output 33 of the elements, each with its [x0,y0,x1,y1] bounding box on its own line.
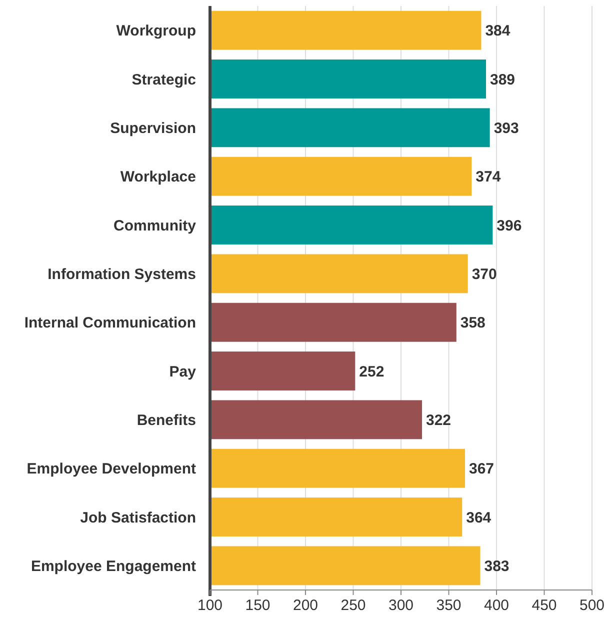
data-label: 322 [426,412,452,429]
x-tick-label: 300 [388,597,414,614]
x-tick-label: 500 [579,597,605,614]
data-label: 252 [359,363,384,380]
data-label: 364 [466,509,492,526]
data-label: 384 [485,22,511,40]
data-label: 358 [460,314,486,332]
y-tick-label: Employee Development [26,460,196,478]
x-tick-label: 150 [245,597,270,614]
y-tick-label: Workplace [120,168,196,186]
x-tick-label: 350 [436,597,462,614]
data-label: 393 [494,120,519,137]
x-tick-label: 400 [484,597,510,614]
y-tick-label: Information Systems [48,266,196,283]
y-tick-label: Strategic [132,71,196,88]
y-tick-label: Community [114,217,197,234]
data-label: 374 [476,168,502,186]
y-tick-label: Employee Engagement [30,558,196,575]
y-tick-label: Internal Communication [24,314,196,332]
data-label: 383 [484,558,510,575]
y-tick-label: Job Satisfaction [80,509,196,526]
data-label: 396 [496,217,522,234]
x-tick-label: 200 [292,597,318,614]
data-label: 367 [468,460,494,478]
x-tick-label: 100 [197,597,223,614]
y-tick-label: Supervision [110,120,196,137]
x-tick-label: 450 [532,597,557,614]
data-label: 370 [472,266,497,283]
y-tick-label: Workgroup [116,22,196,40]
y-tick-label: Pay [169,363,197,380]
x-tick-label: 250 [340,597,366,614]
y-tick-label: Benefits [136,412,196,429]
data-label: 389 [490,71,516,88]
